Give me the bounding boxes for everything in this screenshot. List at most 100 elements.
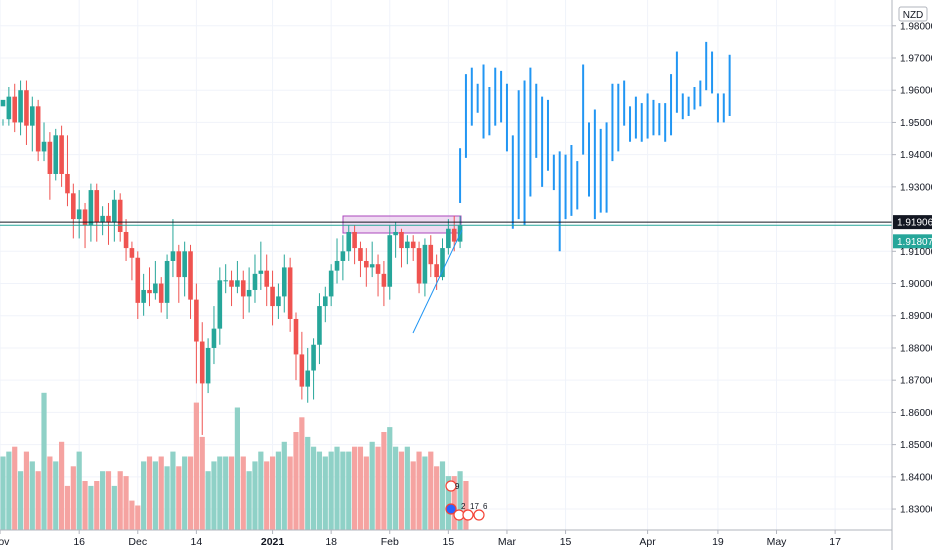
- candle: [30, 96, 35, 152]
- candle: [123, 219, 129, 261]
- candle: [323, 286, 328, 323]
- time-tick-label: 14: [191, 536, 203, 548]
- time-tick-label: 15: [443, 536, 455, 548]
- candle-body: [399, 231, 404, 249]
- volume-bar: [287, 456, 293, 530]
- candle-body: [100, 215, 105, 223]
- candle: [135, 251, 141, 319]
- candle-body: [387, 235, 393, 287]
- candle-body: [340, 251, 346, 261]
- candle: [405, 235, 410, 265]
- event-icon[interactable]: [445, 480, 457, 492]
- candle-body: [276, 296, 281, 307]
- candle-body: [334, 260, 340, 271]
- candle-body: [117, 199, 123, 232]
- candle-body: [240, 280, 246, 297]
- volume-bar: [375, 446, 381, 530]
- time-axis[interactable]: Nov 16 Dec 14 2021 18 Feb 15 Mar 15 Apr 19 May 17: [0, 530, 841, 548]
- candle: [153, 260, 158, 300]
- candle-body: [129, 248, 135, 258]
- candle: [235, 260, 240, 294]
- candle: [211, 306, 217, 365]
- candle-body: [422, 244, 428, 284]
- candle: [422, 238, 428, 297]
- candle-body: [65, 173, 70, 194]
- volume-bar: [223, 456, 229, 530]
- candle-body: [375, 264, 381, 274]
- candle-body: [0, 99, 6, 107]
- candle: [88, 183, 94, 242]
- price-tick-label: 1.90000: [900, 279, 932, 290]
- candle: [65, 135, 70, 207]
- volume-bar: [316, 451, 323, 530]
- candle: [100, 206, 105, 236]
- candle-body: [446, 228, 451, 249]
- event-icon[interactable]: [473, 509, 485, 521]
- candle: [158, 277, 164, 313]
- candle-body: [88, 190, 94, 226]
- volume-bar: [53, 461, 59, 530]
- volume-bar: [451, 476, 457, 530]
- price-axis[interactable]: 1.98000 1.97000 1.96000 1.95000 1.94000 1.930…: [892, 21, 932, 516]
- volume-bar: [158, 456, 164, 530]
- price-tick-label: 1.91000: [900, 247, 932, 258]
- volume-bar: [357, 446, 364, 530]
- time-tick-label: Dec: [128, 536, 147, 548]
- candle: [281, 254, 287, 313]
- price-tick-label: 1.89000: [900, 311, 932, 322]
- volume-bar: [422, 456, 428, 530]
- volume-bar: [393, 446, 399, 530]
- volume-bar: [82, 481, 88, 530]
- candle: [434, 254, 439, 290]
- volume-bar: [340, 451, 346, 530]
- candle: [410, 235, 416, 261]
- candle-body: [440, 248, 445, 278]
- candle-body: [311, 344, 316, 371]
- volume-bar: [281, 441, 287, 530]
- candle-body: [270, 286, 275, 307]
- candle-body: [41, 141, 47, 152]
- event-count: 9: [455, 482, 460, 491]
- volume-bar: [264, 461, 270, 530]
- candle: [358, 241, 363, 278]
- candle-body: [264, 270, 269, 287]
- candle: [188, 244, 193, 319]
- volume-bar: [6, 451, 12, 530]
- candle-body: [194, 299, 199, 342]
- candle-body: [405, 241, 410, 249]
- candle: [106, 202, 111, 245]
- candle-body: [410, 241, 416, 249]
- volume-bar: [346, 451, 352, 530]
- candle: [375, 254, 381, 297]
- volume-bar: [59, 441, 65, 530]
- candle: [299, 331, 305, 400]
- candle-body: [352, 231, 357, 249]
- volume-bar: [146, 456, 153, 530]
- event-icon[interactable]: [445, 503, 457, 515]
- time-tick-label: Nov: [0, 536, 10, 548]
- candle-body: [71, 193, 76, 220]
- candle-body: [30, 106, 35, 126]
- candle-body: [258, 270, 264, 274]
- candle: [364, 248, 369, 287]
- time-tick-label: 17: [829, 536, 841, 548]
- volume-bar: [305, 436, 311, 530]
- volume-bar: [193, 402, 199, 530]
- event-icon[interactable]: [462, 509, 474, 521]
- candle: [182, 241, 187, 297]
- candle-body: [135, 257, 141, 303]
- resistance-zone: [342, 215, 462, 234]
- candle: [276, 283, 281, 319]
- candle-body: [381, 273, 387, 287]
- candle-body: [229, 280, 234, 287]
- candle-body: [223, 280, 228, 282]
- volume-bar: [129, 500, 135, 530]
- volume-bar: [310, 446, 317, 530]
- candle-body: [323, 296, 328, 307]
- candle: [205, 338, 211, 394]
- volume-bar: [0, 456, 6, 530]
- price-tick-label: 1.85000: [900, 440, 932, 451]
- event-markers[interactable]: 9 2 17 6: [445, 480, 488, 521]
- volume-bar: [141, 461, 147, 530]
